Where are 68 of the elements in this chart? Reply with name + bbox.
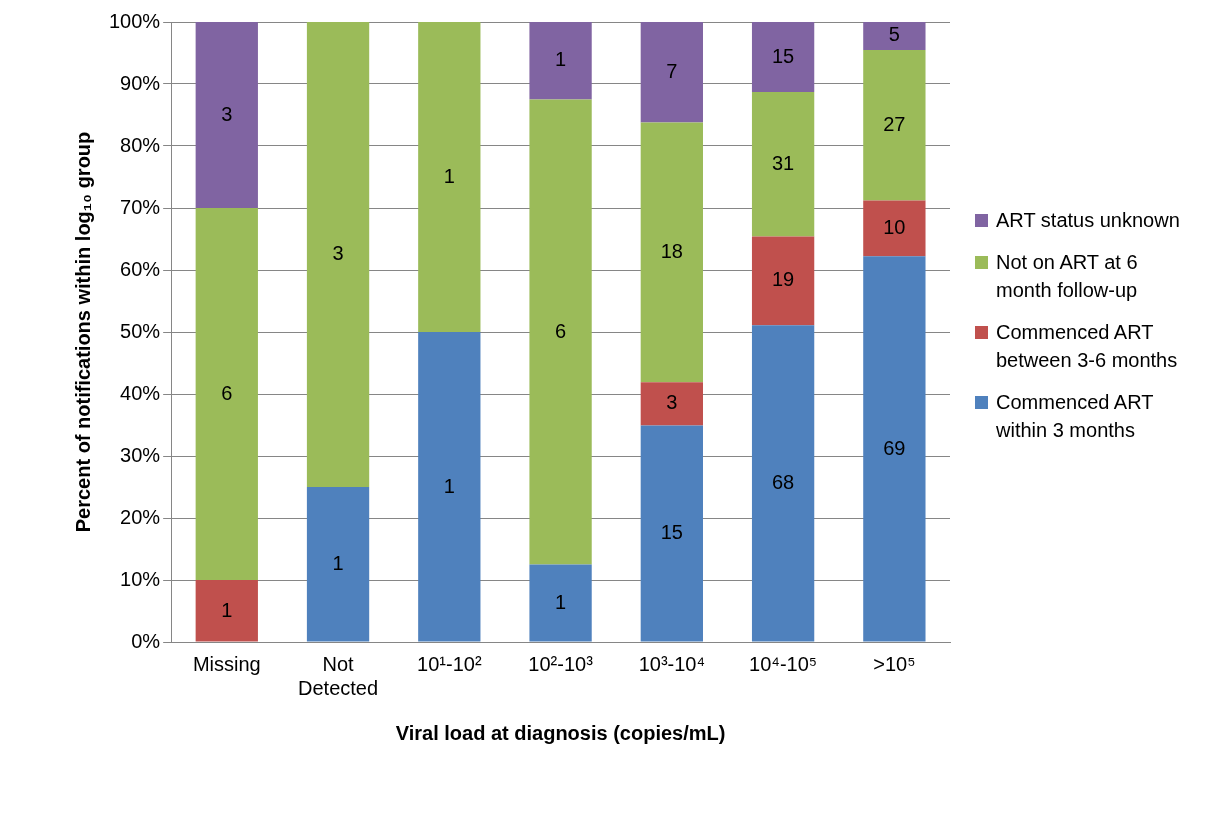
annotation: 1	[555, 590, 567, 613]
bar	[640, 382, 703, 426]
bar	[418, 332, 481, 642]
bar	[863, 256, 926, 642]
annotation: 5	[888, 23, 900, 46]
bar	[195, 208, 258, 580]
annotation: 68	[771, 471, 795, 494]
annotation: 3	[332, 242, 344, 265]
legend-label: ART status unknown	[996, 208, 1180, 233]
bar	[751, 92, 815, 237]
annotation: 3	[666, 391, 678, 414]
bar	[418, 22, 481, 332]
annotation: 1	[221, 598, 233, 621]
y-tick-label: 0%	[131, 629, 161, 652]
annotation: 1	[443, 474, 455, 497]
bar	[640, 22, 703, 123]
bar	[751, 236, 815, 326]
bar	[195, 580, 258, 642]
bar	[751, 22, 815, 93]
annotation: 31	[771, 151, 795, 174]
x-axis-title: Viral load at diagnosis (copies/mL)	[395, 721, 726, 744]
y-tick-label: 50%	[120, 319, 161, 342]
bar	[640, 122, 703, 383]
legend-label: Not on ART at 6 month follow-up	[996, 250, 1139, 303]
legend-label: Commenced ART within 3 months	[996, 390, 1155, 443]
annotation: 10	[883, 215, 906, 238]
y-tick-label: 100%	[109, 9, 161, 32]
y-tick-label: 40%	[120, 381, 161, 404]
annotation: 7	[666, 59, 678, 82]
annotation: 1	[443, 164, 455, 187]
annotation: 15	[660, 521, 683, 544]
annotation: 19	[771, 268, 795, 291]
annotation: 6	[555, 319, 567, 342]
x-tick-label: 10¹-10²	[417, 652, 482, 675]
legend-label: Commenced ART between 3-6 months	[996, 320, 1179, 373]
x-tick-label: 10⁴-10⁵	[749, 652, 818, 675]
x-tick-label: >10⁵	[873, 652, 916, 675]
y-tick-label: 70%	[120, 195, 161, 218]
y-tick-label: 90%	[120, 71, 161, 94]
y-tick-label: 10%	[120, 567, 161, 590]
bar	[529, 22, 592, 100]
annotation: 1	[332, 552, 344, 575]
bar	[640, 425, 703, 642]
annotation: 1	[555, 48, 567, 71]
y-tick-label: 20%	[120, 505, 161, 528]
x-tick-label: 10³-10⁴	[638, 652, 706, 675]
annotation: 3	[221, 102, 233, 125]
bar	[306, 22, 370, 487]
bar	[195, 22, 258, 208]
bar	[863, 22, 926, 50]
x-tick-label: 10²-10³	[528, 652, 594, 675]
y-tick-label: 30%	[120, 443, 161, 466]
annotation: 18	[660, 239, 683, 262]
annotation: 69	[883, 436, 906, 459]
x-tick-label: Not Detected	[298, 652, 379, 699]
y-tick-label: 60%	[120, 257, 161, 280]
y-tick-label: 80%	[120, 133, 161, 156]
x-tick-label: Missing	[192, 652, 261, 675]
bar	[529, 99, 592, 565]
annotation: 15	[771, 44, 795, 67]
bar	[306, 487, 370, 642]
bar	[863, 200, 926, 257]
bar	[529, 564, 592, 642]
y-axis-title: Percent of notifications within log₁₀ group	[71, 131, 94, 533]
bar	[863, 49, 926, 201]
bar	[751, 325, 815, 642]
annotation: 27	[883, 112, 906, 135]
annotation: 6	[221, 381, 233, 404]
